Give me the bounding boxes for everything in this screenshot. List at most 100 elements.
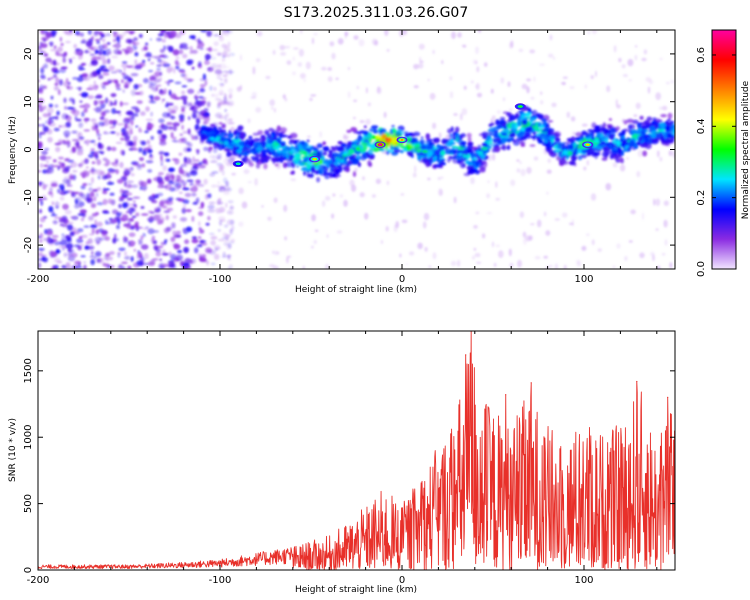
colorbar-tick-label: 0.6 [696,47,707,63]
heat-cell [145,106,150,112]
heat-cell [142,150,147,156]
heat-cell [590,193,597,201]
heat-cell [109,192,115,196]
heat-cell [93,142,97,146]
heat-cell [633,114,638,117]
heat-cell [216,199,222,205]
heat-cell [88,84,95,91]
heat-cell [556,156,561,161]
spectrogram-xtick-label: 100 [574,274,593,285]
heat-cell [285,161,293,168]
heat-cell [115,110,121,114]
heat-cell [132,44,138,51]
heat-cell [74,244,80,248]
heat-cell [331,154,335,160]
heat-cell [667,118,671,122]
heat-cell [220,132,225,136]
heat-cell [306,164,311,170]
heat-cell [98,151,104,154]
heat-cell [45,31,52,39]
heat-cell [40,30,44,35]
heat-cell [408,251,415,256]
heat-cell [156,64,162,67]
heat-cell [586,134,591,139]
heat-cell [51,234,59,239]
heat-cell [152,177,157,181]
heat-cell [179,133,183,136]
heat-cell [173,97,182,100]
heat-cell [639,143,647,148]
heat-cell [526,166,532,174]
heat-cell [335,77,339,81]
heat-cell [156,67,161,71]
heat-cell [466,132,472,138]
heat-cell [546,169,552,174]
heat-cell [134,65,142,70]
heat-cell [88,169,95,173]
heat-cell [606,123,613,127]
heat-cell [651,120,658,125]
heat-cell [347,66,350,71]
heat-cell [71,265,79,269]
heat-cell [446,151,450,155]
heat-cell [159,71,163,76]
heat-cell [96,133,102,137]
heat-cell [182,73,188,80]
heat-cell [503,125,508,130]
snr-xtick-label: 100 [574,575,593,586]
hot-spot [378,143,382,146]
heat-cell [135,125,139,128]
heat-cell [152,87,158,92]
heat-cell [102,211,110,214]
heat-cell [149,75,156,81]
heat-cell [103,109,110,114]
heat-cell [530,135,535,139]
heat-cell [200,100,206,107]
heat-cell [208,201,216,205]
heat-cell [538,114,544,120]
heat-cell [218,82,224,86]
heat-cell [153,78,161,83]
spectrogram-xlabel: Height of straight line (km) [295,285,417,295]
heat-cell [175,56,180,60]
heat-cell [588,147,595,153]
heat-cell [286,256,289,264]
heat-cell [491,241,495,248]
heat-cell [255,106,262,113]
heat-cell [98,74,104,80]
heat-cell [254,178,258,186]
heat-cell [194,124,200,131]
heat-cell [168,251,172,256]
heat-cell [543,211,547,217]
heat-cell [147,58,151,62]
heat-cell [172,136,177,140]
heat-cell [453,196,457,204]
heat-cell [591,30,597,35]
heat-cell [64,166,70,172]
heat-cell [183,183,186,190]
heat-cell [621,130,626,134]
heat-cell [115,69,120,73]
heat-cell [57,46,63,53]
heat-cell [198,206,204,209]
heat-cell [423,212,430,221]
heat-cell [166,207,174,212]
heat-cell [268,127,274,132]
heat-cell [636,170,641,178]
heat-cell [159,258,162,262]
heat-cell [493,262,497,267]
heat-cell [362,130,369,136]
heat-cell [134,108,140,113]
heat-cell [168,261,176,267]
heat-cell [88,233,95,236]
heat-cell [162,165,168,171]
heat-cell [210,235,218,240]
heat-cell [397,125,405,132]
heat-cell [38,104,42,108]
spectrogram-xtick-label: -100 [209,274,232,285]
heat-cell [60,66,68,70]
snr-peak [530,382,532,384]
heat-cell [203,178,208,185]
heat-cell [476,261,482,264]
heat-cell [455,126,460,133]
